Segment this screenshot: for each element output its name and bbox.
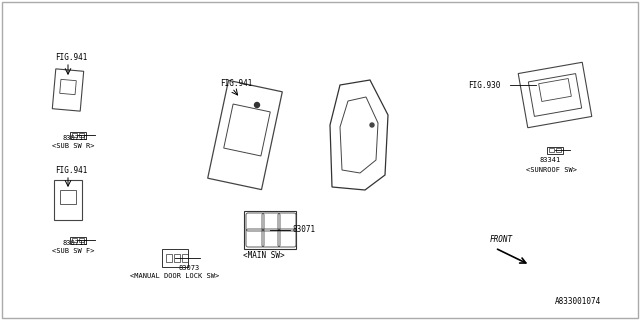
Text: 83071: 83071: [292, 226, 315, 235]
Bar: [162, 249, 188, 267]
Bar: [244, 211, 296, 249]
Text: FIG.941: FIG.941: [55, 52, 88, 61]
Text: <MANUAL DOOR LOCK SW>: <MANUAL DOOR LOCK SW>: [130, 273, 220, 279]
Text: FIG.941: FIG.941: [55, 165, 88, 174]
Bar: [548, 148, 554, 152]
Text: <SUNROOF SW>: <SUNROOF SW>: [526, 167, 577, 173]
Text: 83071C: 83071C: [62, 240, 88, 246]
Bar: [79, 238, 84, 242]
Text: <SUB SW F>: <SUB SW F>: [52, 248, 95, 254]
Text: 83071C: 83071C: [62, 135, 88, 141]
Circle shape: [255, 102, 259, 108]
Text: <SUB SW R>: <SUB SW R>: [52, 143, 95, 149]
Bar: [79, 133, 84, 137]
Bar: [70, 132, 86, 139]
Text: FRONT: FRONT: [490, 235, 513, 244]
Text: 83073: 83073: [178, 265, 199, 271]
Bar: [547, 147, 563, 154]
Bar: [70, 236, 86, 244]
Bar: [166, 254, 172, 262]
Bar: [72, 133, 77, 137]
Bar: [556, 148, 561, 152]
Text: A833001074: A833001074: [555, 298, 601, 307]
Bar: [182, 254, 188, 262]
Bar: [174, 254, 180, 262]
Text: 83341: 83341: [540, 157, 561, 163]
Text: <MAIN SW>: <MAIN SW>: [243, 251, 285, 260]
Text: FIG.930: FIG.930: [468, 81, 500, 90]
Circle shape: [370, 123, 374, 127]
Bar: [72, 238, 77, 242]
Text: FIG.941: FIG.941: [220, 78, 252, 87]
